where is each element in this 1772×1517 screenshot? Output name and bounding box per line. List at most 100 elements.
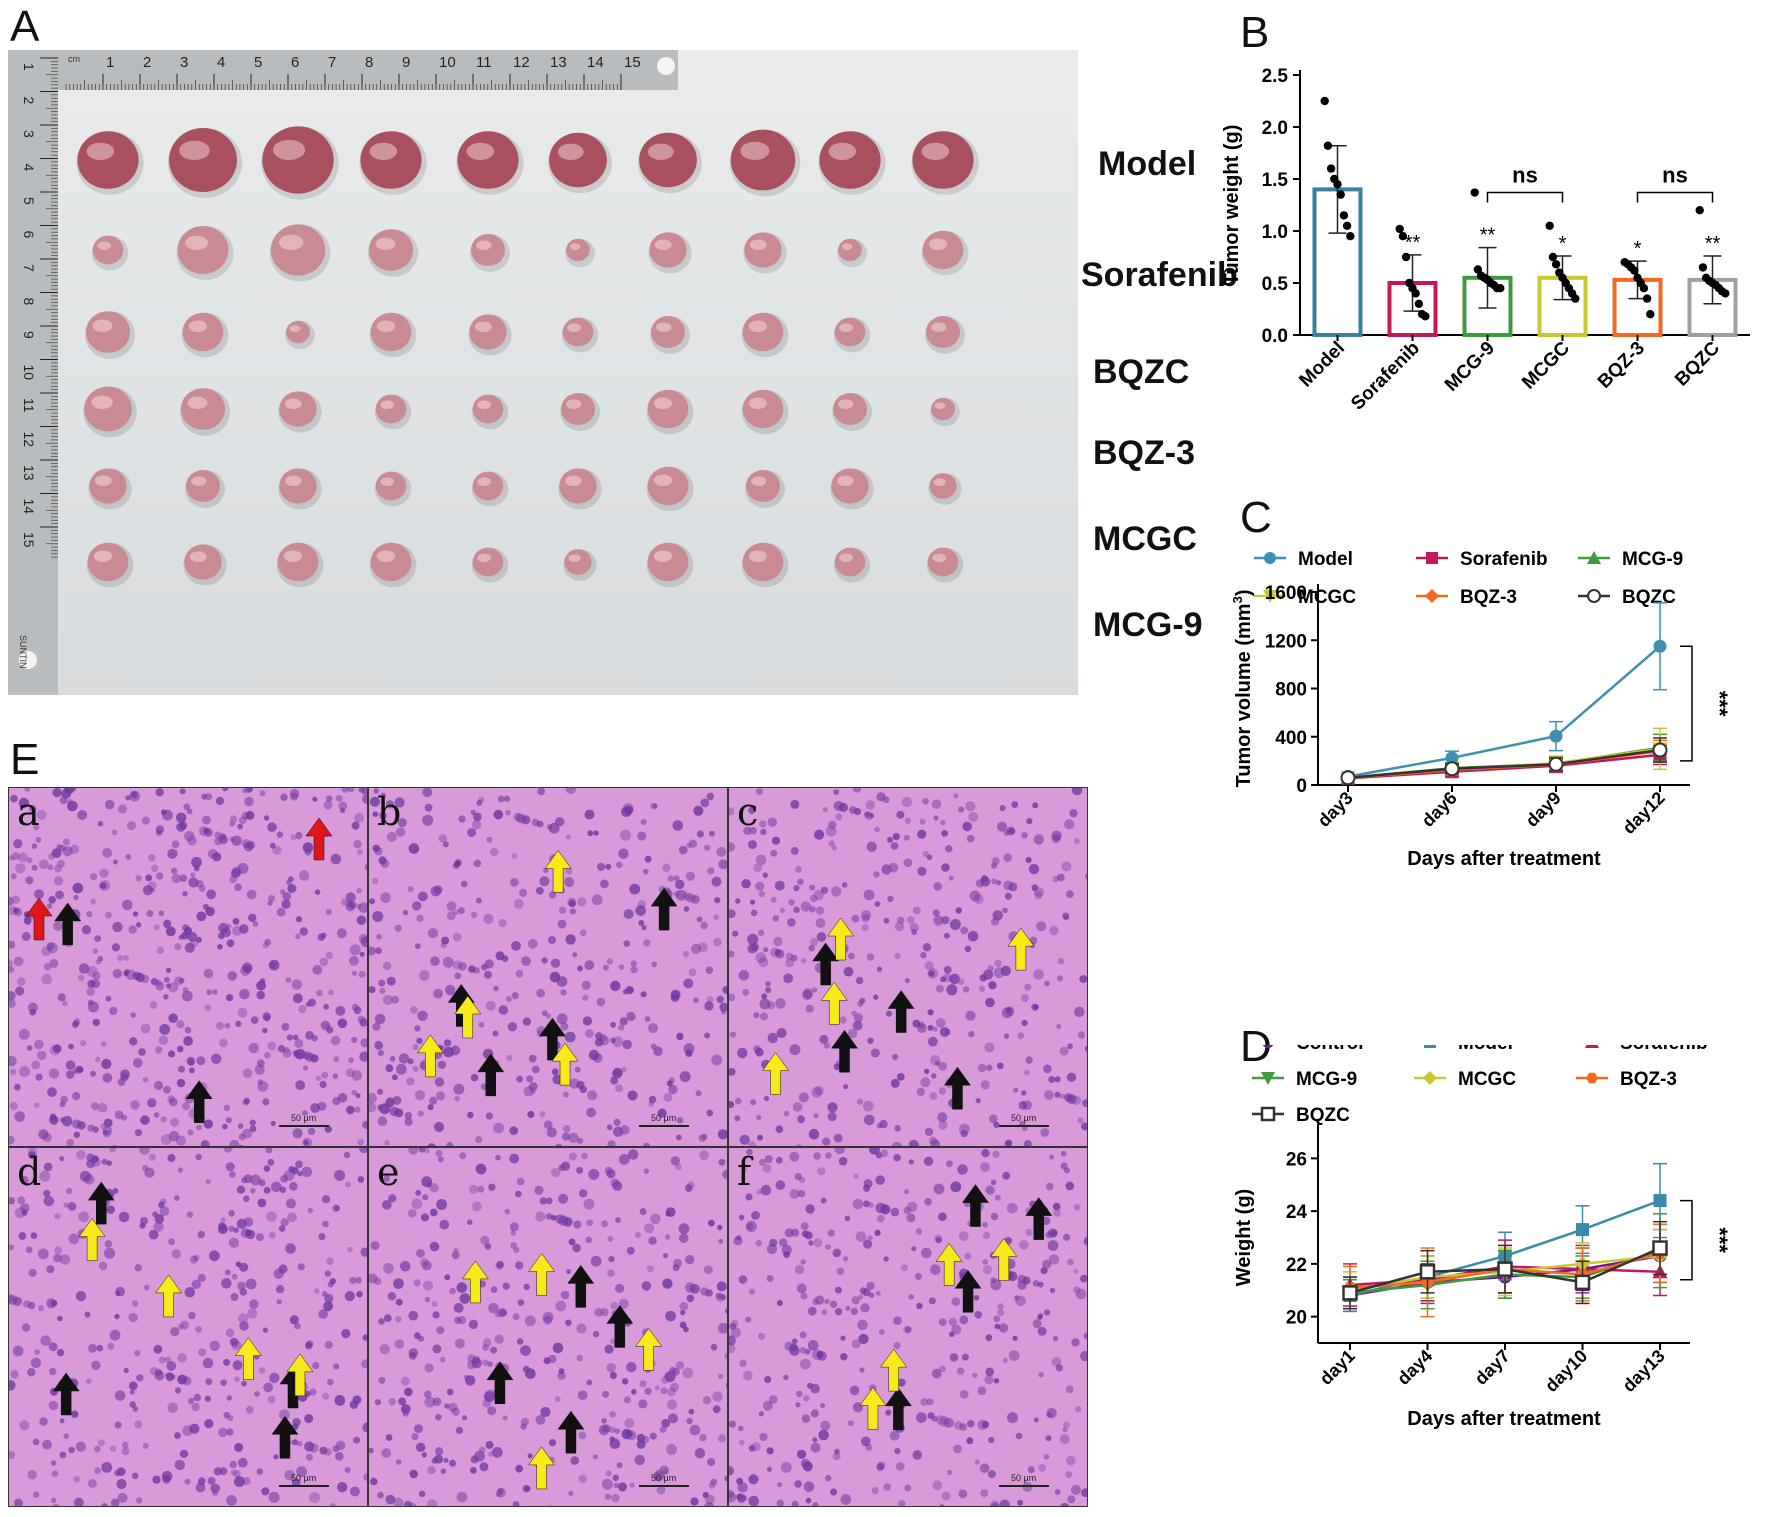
cell-nucleus: [291, 979, 302, 990]
ruler-side-number: 1: [21, 63, 37, 71]
cell-nucleus: [87, 1124, 95, 1132]
cell-nucleus: [821, 1309, 828, 1316]
cell-nucleus: [555, 1143, 563, 1146]
data-point: [1646, 310, 1655, 319]
cell-nucleus: [229, 1139, 240, 1146]
cell-nucleus: [958, 1489, 968, 1499]
cell-nucleus: [136, 1497, 143, 1504]
cell-nucleus: [650, 1213, 661, 1225]
cell-nucleus: [10, 794, 18, 803]
cell-nucleus: [372, 844, 380, 852]
cell-nucleus: [411, 1433, 419, 1441]
black-arrow: [486, 1361, 514, 1405]
tumor-highlight: [369, 142, 398, 160]
cell-nucleus: [816, 932, 827, 942]
cell-nucleus: [990, 1279, 1002, 1291]
cell-nucleus: [197, 1477, 206, 1485]
cell-nucleus: [729, 1342, 736, 1354]
cell-nucleus: [1003, 880, 1014, 891]
y-tick-label: 2.0: [1262, 118, 1288, 139]
cell-nucleus: [238, 1133, 246, 1141]
cell-nucleus: [812, 1437, 818, 1443]
cell-nucleus: [996, 1062, 1004, 1070]
cell-nucleus: [136, 1374, 144, 1382]
cell-nucleus: [414, 1090, 426, 1101]
cell-nucleus: [351, 1070, 363, 1081]
yellow-arrow: [544, 850, 572, 893]
cell-nucleus: [894, 1125, 901, 1132]
cell-nucleus: [180, 1320, 189, 1330]
cell-nucleus: [84, 1174, 95, 1185]
cell-nucleus: [962, 821, 972, 832]
cell-nucleus: [478, 1021, 485, 1028]
cell-nucleus: [876, 1214, 885, 1223]
cell-nucleus: [1047, 1228, 1058, 1238]
cell-nucleus: [808, 1128, 820, 1140]
cell-nucleus: [292, 1128, 303, 1139]
y-tick-label: 24: [1286, 1202, 1308, 1223]
histology-image: 50 μm: [369, 788, 727, 1146]
data-point: [1326, 164, 1336, 173]
cell-nucleus: [148, 853, 156, 862]
cell-nucleus: [159, 1024, 171, 1035]
cell-nucleus: [686, 1294, 695, 1303]
cell-nucleus: [999, 1499, 1010, 1506]
cell-nucleus: [978, 985, 985, 992]
cell-nucleus: [615, 1283, 625, 1293]
cell-nucleus: [9, 991, 16, 1001]
cell-nucleus: [708, 1219, 715, 1227]
cell-nucleus: [408, 1148, 419, 1155]
cell-nucleus: [724, 1475, 727, 1482]
cell-nucleus: [1052, 1208, 1062, 1217]
cell-nucleus: [964, 945, 972, 953]
cell-nucleus: [184, 830, 195, 842]
cell-nucleus: [397, 818, 407, 828]
cell-nucleus: [516, 1075, 524, 1083]
cell-nucleus: [789, 1188, 800, 1199]
cell-nucleus: [195, 1153, 202, 1161]
cell-nucleus: [452, 932, 462, 942]
cell-nucleus: [590, 1255, 602, 1267]
cell-nucleus: [609, 1410, 616, 1418]
cell-nucleus: [798, 1092, 809, 1103]
cell-nucleus: [309, 1388, 317, 1396]
cell-nucleus: [747, 933, 759, 945]
tumor-highlight: [656, 322, 672, 333]
cell-nucleus: [974, 1459, 980, 1465]
cell-nucleus: [243, 1097, 250, 1105]
cell-nucleus: [420, 1258, 429, 1267]
cell-nucleus: [735, 1097, 742, 1105]
cell-nucleus: [984, 1375, 994, 1385]
cell-nucleus: [75, 1290, 87, 1302]
x-tick-label: MCG-9: [1441, 338, 1499, 396]
side-ruler: [8, 50, 58, 695]
cell-nucleus: [863, 889, 875, 901]
cell-nucleus: [57, 859, 65, 868]
cell-nucleus: [999, 805, 1006, 812]
cell-nucleus: [833, 1063, 841, 1071]
cell-nucleus: [404, 1111, 413, 1120]
cell-nucleus: [656, 1485, 666, 1495]
cell-nucleus: [354, 1106, 361, 1113]
cell-nucleus: [704, 1001, 714, 1011]
data-point: [1551, 260, 1561, 269]
ruler-top-number: 15: [624, 54, 641, 71]
cell-nucleus: [565, 1319, 572, 1326]
cell-nucleus: [841, 882, 848, 888]
cell-nucleus: [279, 1409, 290, 1421]
cell-nucleus: [992, 1150, 1000, 1158]
cell-nucleus: [349, 1276, 357, 1285]
cell-nucleus: [1066, 1072, 1077, 1082]
cell-nucleus: [836, 1267, 845, 1276]
ruler-top-number: 4: [217, 54, 225, 71]
cell-nucleus: [875, 1202, 886, 1214]
cell-nucleus: [307, 1127, 316, 1136]
cell-nucleus: [516, 1177, 525, 1186]
cell-nucleus: [62, 846, 73, 857]
cell-nucleus: [852, 1020, 863, 1031]
cell-nucleus: [1077, 1031, 1086, 1039]
cell-nucleus: [1046, 1408, 1057, 1419]
cell-nucleus: [135, 922, 142, 928]
cell-nucleus: [414, 943, 421, 950]
cell-nucleus: [167, 1154, 176, 1162]
